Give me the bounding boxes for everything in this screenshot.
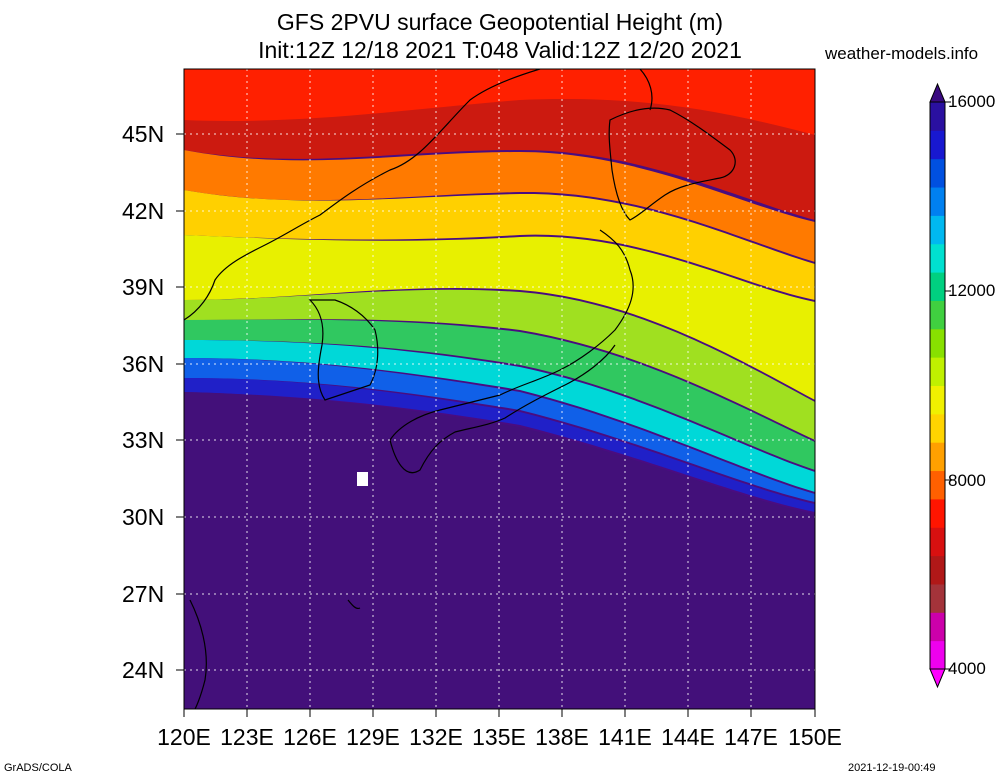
lon-label-144e: 144E — [661, 724, 715, 750]
lon-label-129e: 129E — [346, 724, 400, 750]
band-red — [184, 69, 815, 135]
colorbar-segment — [930, 215, 945, 245]
colorbar-segment — [930, 385, 945, 415]
graticule — [184, 69, 815, 709]
colorbar-label-4000: 4000 — [948, 659, 986, 678]
lat-label-30n: 30N — [122, 504, 165, 530]
colorbar-segment — [930, 158, 945, 188]
colorbar-segment — [930, 555, 945, 585]
lat-label-27n: 27N — [122, 581, 165, 607]
colorbar-segment — [930, 640, 945, 670]
lon-label-120e: 120E — [157, 724, 211, 750]
colorbar-segment — [930, 612, 945, 642]
axis-ticks — [176, 133, 816, 717]
colorbar-segment — [930, 130, 945, 160]
map-title: GFS 2PVU surface Geopotential Height (m) — [276, 9, 724, 35]
map-subtitle: Init:12Z 12/18 2021 T:048 Valid:12Z 12/2… — [258, 37, 742, 63]
height-field — [184, 69, 815, 709]
lon-label-150e: 150E — [788, 724, 842, 750]
colorbar-segment — [930, 527, 945, 557]
lon-label-132e: 132E — [409, 724, 463, 750]
lon-label-138e: 138E — [535, 724, 589, 750]
colorbar-segment — [930, 413, 945, 443]
band-yellow — [184, 190, 815, 300]
lat-label-33n: 33N — [122, 427, 165, 453]
coastlines — [184, 69, 736, 709]
colorbar — [929, 82, 951, 689]
colorbar-segment — [930, 187, 945, 216]
missing-data-patch — [357, 472, 368, 486]
colorbar-label-8000: 8000 — [948, 471, 986, 490]
colorbar-segment — [930, 442, 945, 472]
colorbar-segment — [930, 357, 945, 386]
lon-label-141e: 141E — [598, 724, 652, 750]
lon-label-126e: 126E — [283, 724, 337, 750]
colorbar-segment — [930, 470, 945, 500]
lon-label-147e: 147E — [724, 724, 778, 750]
colorbar-segment — [930, 300, 945, 330]
lat-label-42n: 42N — [122, 198, 165, 224]
colorbar-low-arrow — [929, 668, 946, 689]
lat-label-36n: 36N — [122, 351, 165, 377]
band-lime — [184, 289, 815, 440]
colorbar-segment — [930, 328, 945, 358]
colorbar-high-arrow — [929, 82, 946, 103]
band-blue — [184, 358, 815, 502]
footer-timestamp: 2021-12-19-00:49 — [848, 762, 936, 774]
colorbar-label-16000: 16000 — [948, 92, 996, 111]
band-lightyellow — [184, 235, 815, 400]
colorbar-segment — [930, 272, 945, 301]
colorbar-segment — [930, 243, 945, 273]
lon-label-135e: 135E — [472, 724, 526, 750]
colorbar-segment — [930, 102, 945, 131]
band-orange — [184, 150, 815, 262]
lat-label-45n: 45N — [122, 121, 165, 147]
colorbar-label-12000: 12000 — [948, 281, 996, 300]
colorbar-segment — [930, 498, 945, 528]
lat-label-39n: 39N — [122, 274, 165, 300]
lon-label-123e: 123E — [220, 724, 274, 750]
source-label: weather-models.info — [825, 44, 979, 63]
band-deepblue — [184, 378, 815, 512]
lat-label-24n: 24N — [122, 657, 165, 683]
colorbar-outline — [929, 101, 946, 670]
colorbar-segment — [930, 583, 945, 613]
footer-software: GrADS/COLA — [4, 762, 72, 774]
